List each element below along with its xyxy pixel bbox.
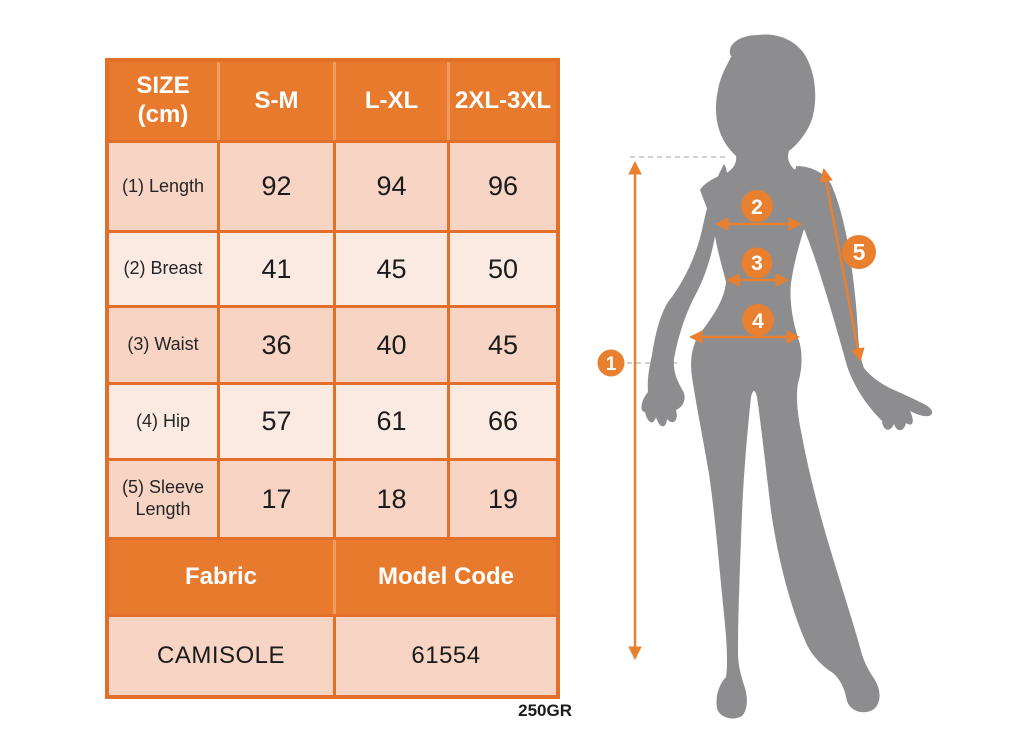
- measurement-arrows: [628, 160, 865, 661]
- breast-value-lxl: 45: [336, 233, 447, 305]
- sleeve-value-2xl3xl: 19: [450, 461, 556, 537]
- column-header-lxl: L-XL: [336, 62, 447, 140]
- fabric-header-cell: Fabric: [109, 540, 333, 614]
- row-label-length: (1) Length: [109, 143, 217, 230]
- breast-value-sm: 41: [220, 233, 333, 305]
- marker-4-label: 4: [752, 310, 764, 333]
- body-torso-legs-head: [691, 34, 880, 719]
- marker-3-circle: [741, 247, 773, 279]
- marker-5-label: 5: [853, 239, 866, 265]
- size-table: SIZE (cm) S-M L-XL 2XL-3XL (1) Length 92…: [105, 58, 560, 699]
- fabric-value-cell: CAMISOLE: [109, 617, 333, 695]
- body-right-arm: [794, 166, 933, 431]
- waist-value-sm: 36: [220, 308, 333, 382]
- marker-1-label: 1: [606, 354, 617, 375]
- marker-1-circle: [597, 349, 625, 377]
- waist-value-2xl3xl: 45: [450, 308, 556, 382]
- row-label-sleeve-length: (5) Sleeve Length: [109, 461, 217, 537]
- hip-value-lxl: 61: [336, 385, 447, 458]
- size-header-line2: (cm): [137, 101, 189, 128]
- body-left-arm: [641, 164, 728, 427]
- length-value-sm: 92: [220, 143, 333, 230]
- size-unit-header-cell: SIZE (cm): [109, 62, 217, 140]
- row-label-hip: (4) Hip: [109, 385, 217, 458]
- female-body-silhouette: [641, 34, 933, 719]
- hip-value-2xl3xl: 66: [450, 385, 556, 458]
- marker-2-label: 2: [751, 196, 763, 219]
- hip-value-sm: 57: [220, 385, 333, 458]
- marker-badges: 1 2 3 4 5: [597, 190, 876, 377]
- row-label-breast: (2) Breast: [109, 233, 217, 305]
- marker-2-circle: [741, 190, 773, 222]
- marker-5-circle: [842, 235, 876, 269]
- waist-value-lxl: 40: [336, 308, 447, 382]
- row-label-waist: (3) Waist: [109, 308, 217, 382]
- column-header-2xl3xl: 2XL-3XL: [450, 62, 556, 140]
- column-header-sm: S-M: [220, 62, 333, 140]
- size-header-line1: SIZE: [136, 72, 190, 100]
- sleeve-arrow: [819, 167, 865, 363]
- model-code-header-cell: Model Code: [336, 540, 556, 614]
- marker-4-circle: [742, 304, 774, 336]
- sleeve-value-lxl: 18: [336, 461, 447, 537]
- length-value-2xl3xl: 96: [450, 143, 556, 230]
- marker-3-label: 3: [751, 252, 763, 275]
- breast-value-2xl3xl: 50: [450, 233, 556, 305]
- length-value-lxl: 94: [336, 143, 447, 230]
- model-code-value-cell: 61554: [336, 617, 556, 695]
- weight-note: 250GR: [518, 701, 572, 720]
- sleeve-value-sm: 17: [220, 461, 333, 537]
